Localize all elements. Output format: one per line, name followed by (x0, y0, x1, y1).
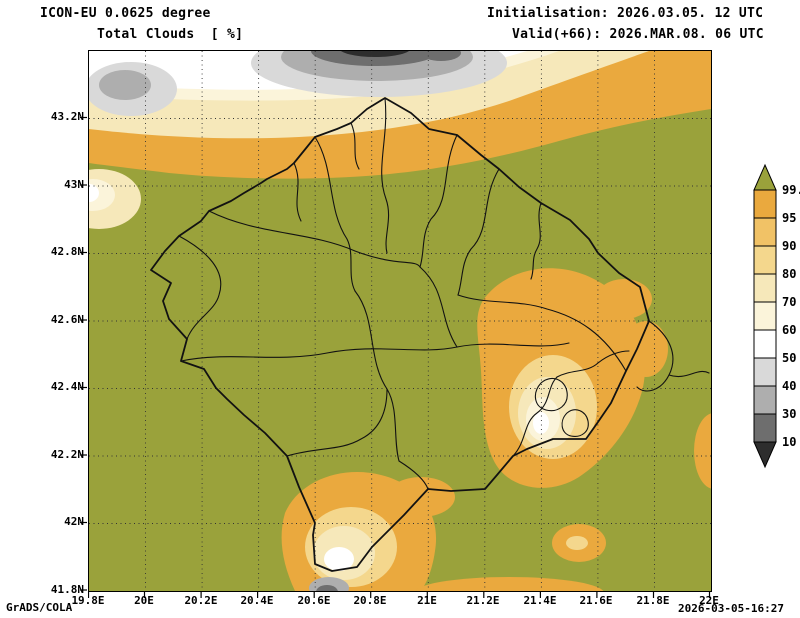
cloud-fill-50-core (324, 547, 354, 571)
municipality-boundary (350, 122, 360, 170)
lat-tick-label: 42N (64, 515, 84, 528)
lat-tick-marks (80, 116, 87, 591)
municipality-boundary (534, 377, 568, 412)
municipality-boundary (561, 409, 589, 437)
colorbar-level-label: 95 (782, 211, 797, 225)
lat-tick-label: 42.2N (50, 448, 84, 461)
municipality-boundary (314, 136, 356, 292)
lat-tick-label: 42.4N (50, 380, 84, 393)
cloud-fill-10-blob (311, 51, 439, 66)
colorbar-segment (753, 413, 777, 443)
creation-timestamp: 2026-03-05-16:27 (678, 602, 784, 615)
lon-tick-label: 20.6E (297, 594, 331, 607)
municipality-boundary (208, 210, 421, 268)
cloud-fill-0-blob (341, 51, 409, 57)
colorbar-level-label: 70 (782, 295, 797, 309)
municipality-boundary (457, 168, 500, 296)
colorbar-level-label: 40 (782, 379, 797, 393)
colorbar-level-label: 60 (782, 323, 797, 337)
grid-lines (89, 51, 711, 591)
lon-tick-label: 20.2E (184, 594, 218, 607)
municipality-boundary (457, 294, 627, 372)
colorbar-level-label: 50 (782, 351, 797, 365)
municipality-boundary (556, 350, 630, 378)
colorbar-segment (753, 217, 777, 247)
colorbar-level-label: 90 (782, 239, 797, 253)
colorbar-level-label: 80 (782, 267, 797, 281)
plot-frame (88, 50, 712, 592)
colorbar-segment (753, 329, 777, 359)
municipality-boundary (381, 97, 390, 254)
lon-tick-label: 20.8E (353, 594, 387, 607)
municipality-boundary (512, 376, 558, 457)
admin-boundaries (150, 97, 710, 572)
municipality-boundary (419, 134, 458, 268)
colorbar-segment (753, 301, 777, 331)
municipality-boundary (180, 342, 570, 362)
grads-credit: GrADS/COLA (6, 601, 73, 614)
municipality-boundary (178, 235, 222, 340)
cloud-fill-95-blob (624, 321, 668, 377)
cloud-fill-95-blob (414, 577, 604, 591)
municipality-boundary (419, 266, 458, 348)
municipality-boundary (668, 371, 710, 377)
lon-tick-label: 22E (699, 594, 719, 607)
cloud-fill-50-blob (89, 184, 99, 202)
cloud-fill-10-blob (421, 51, 461, 61)
cloud-fill-50-core (533, 412, 549, 434)
cloud-fill-30-blob (99, 70, 151, 100)
municipality-boundary (293, 162, 302, 222)
lat-tick-label: 43N (64, 178, 84, 191)
lat-tick-label: 41.8N (50, 583, 84, 596)
lon-tick-label: 21.4E (523, 594, 557, 607)
cloud-cover-map (89, 51, 711, 591)
valid-time: Valid(+66): 2026.MAR.08. 06 UTC (512, 27, 764, 42)
colorbar-bottom-arrow (753, 441, 777, 469)
cloud-shading (89, 51, 711, 591)
lon-tick-label: 19.8E (71, 594, 105, 607)
colorbar-level-label: 10 (782, 435, 797, 449)
lon-tick-label: 21.2E (466, 594, 500, 607)
field-title: Total Clouds [ %] (97, 27, 244, 42)
colorbar-level-label: 99.5 (782, 183, 800, 197)
colorbar-segment (753, 273, 777, 303)
lon-tick-marks (88, 591, 711, 598)
colorbar-segment (753, 357, 777, 387)
lon-tick-label: 21E (417, 594, 437, 607)
cloud-fill-10-blob (316, 585, 338, 591)
cloud-fill-95-blob (596, 279, 652, 319)
municipality-boundary (286, 388, 388, 457)
lat-tick-label: 42.6N (50, 313, 84, 326)
lat-tick-label: 43.2N (50, 110, 84, 123)
colorbar-level-label: 30 (782, 407, 797, 421)
lon-tick-label: 21.6E (579, 594, 613, 607)
lat-tick-label: 42.8N (50, 245, 84, 258)
municipality-boundary (530, 202, 542, 280)
lon-tick-label: 20.4E (240, 594, 274, 607)
colorbar-segment (753, 385, 777, 415)
municipality-boundary (398, 460, 429, 490)
init-time: Initialisation: 2026.03.05. 12 UTC (487, 6, 764, 21)
colorbar-segment (753, 189, 777, 219)
lon-tick-label: 21.8E (636, 594, 670, 607)
colorbar-segment (753, 245, 777, 275)
colorbar-top-arrow (753, 163, 777, 191)
model-title: ICON-EU 0.0625 degree (40, 6, 211, 21)
cloud-fill-80-core (566, 536, 588, 550)
country-border (150, 97, 650, 572)
cloud-fill-95-blob (694, 413, 711, 489)
colorbar (753, 163, 777, 469)
lon-tick-label: 20E (134, 594, 154, 607)
